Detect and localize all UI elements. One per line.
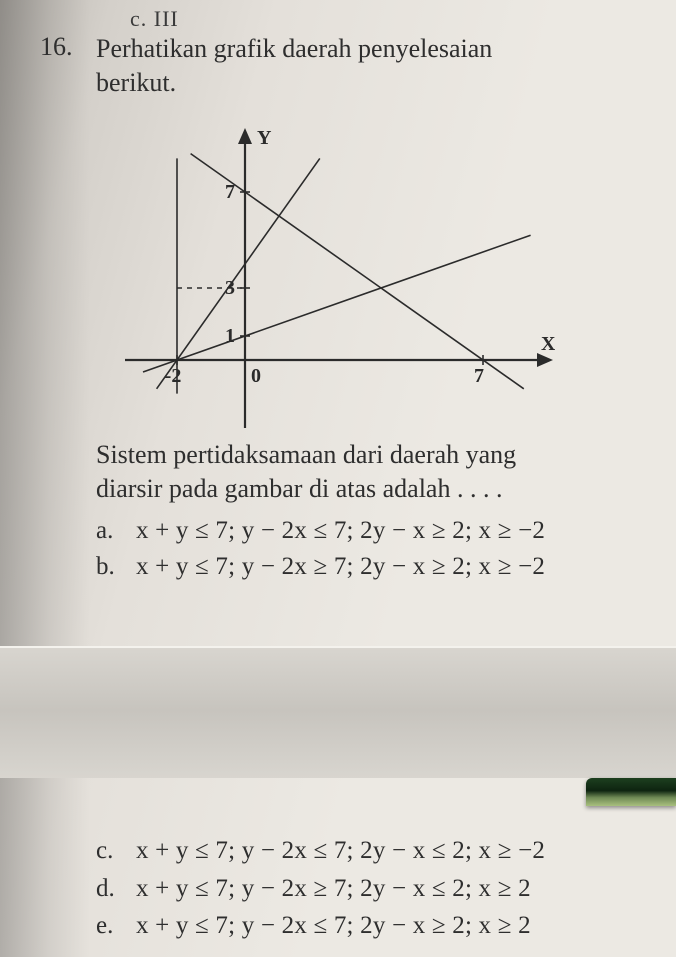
option-label: d.: [96, 870, 136, 908]
options-cde: c. x + y ≤ 7; y − 2x ≤ 7; 2y − x ≤ 2; x …: [96, 832, 662, 945]
question-stem: Perhatikan grafik daerah penyelesaian be…: [96, 32, 658, 100]
stem2-line-2: diarsir pada gambar di atas adalah . . .…: [96, 474, 502, 503]
svg-text:Y: Y: [257, 128, 272, 149]
graph-figure: YX-207137: [125, 128, 555, 428]
option-d: d. x + y ≤ 7; y − 2x ≥ 7; 2y − x ≤ 2; x …: [96, 870, 662, 908]
option-text: x + y ≤ 7; y − 2x ≥ 7; 2y − x ≤ 2; x ≥ 2: [136, 870, 662, 908]
svg-text:7: 7: [474, 365, 484, 387]
stem-line-1: Perhatikan grafik daerah penyelesaian: [96, 34, 492, 63]
stem2-line-1: Sistem pertidaksamaan dari daerah yang: [96, 440, 516, 469]
option-text: x + y ≤ 7; y − 2x ≥ 7; 2y − x ≥ 2; x ≥ −…: [136, 549, 662, 585]
stem-line-2: berikut.: [96, 68, 176, 97]
option-label: c.: [96, 832, 136, 870]
question-number: 16.: [40, 32, 73, 62]
option-e: e. x + y ≤ 7; y − 2x ≤ 7; 2y − x ≥ 2; x …: [96, 907, 662, 945]
question-16: 16. Perhatikan grafik daerah penyelesaia…: [40, 32, 658, 100]
option-label: e.: [96, 907, 136, 945]
previous-option-fragment: c. III: [130, 6, 179, 32]
option-text: x + y ≤ 7; y − 2x ≤ 7; 2y − x ≥ 2; x ≥ −…: [136, 513, 662, 549]
svg-text:-2: -2: [165, 365, 182, 387]
option-text: x + y ≤ 7; y − 2x ≤ 7; 2y − x ≤ 2; x ≥ −…: [136, 832, 662, 870]
option-a: a. x + y ≤ 7; y − 2x ≤ 7; 2y − x ≥ 2; x …: [96, 513, 662, 549]
option-b: b. x + y ≤ 7; y − 2x ≥ 7; 2y − x ≥ 2; x …: [96, 549, 662, 585]
question-continuation: Sistem pertidaksamaan dari daerah yang d…: [96, 438, 662, 585]
option-text: x + y ≤ 7; y − 2x ≤ 7; 2y − x ≥ 2; x ≥ 2: [136, 907, 662, 945]
option-label: b.: [96, 549, 136, 585]
page-break-band: [0, 648, 676, 778]
option-label: a.: [96, 513, 136, 549]
graph-svg: YX-207137: [125, 128, 555, 428]
question-stem-2: Sistem pertidaksamaan dari daerah yang d…: [96, 438, 662, 507]
options-ab: a. x + y ≤ 7; y − 2x ≤ 7; 2y − x ≥ 2; x …: [96, 513, 662, 586]
option-c: c. x + y ≤ 7; y − 2x ≤ 7; 2y − x ≤ 2; x …: [96, 832, 662, 870]
page-edge-accent: [586, 778, 676, 806]
svg-text:0: 0: [251, 365, 261, 387]
svg-text:1: 1: [225, 325, 235, 347]
svg-text:X: X: [541, 333, 555, 355]
